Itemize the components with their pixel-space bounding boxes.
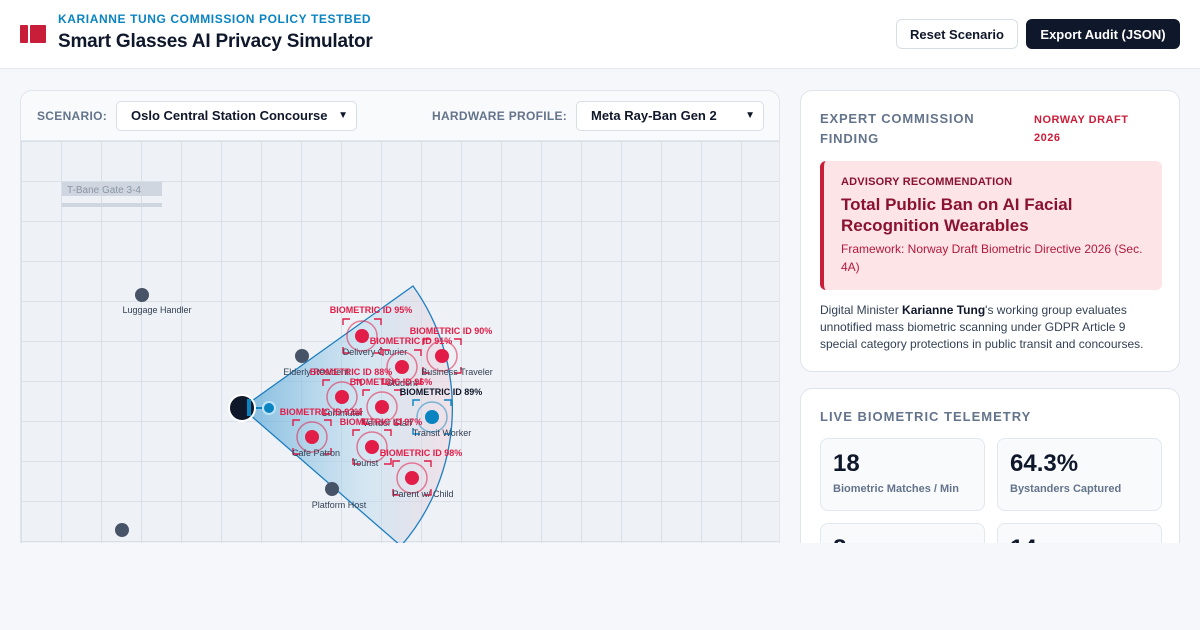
- person-platform-host[interactable]: Platform Host: [312, 482, 367, 510]
- chevron-down-icon: ▼: [338, 110, 348, 121]
- person-luggage-handler[interactable]: Luggage Handler: [122, 288, 192, 315]
- app-title: Smart Glasses AI Privacy Simulator: [58, 31, 373, 52]
- telemetry-title: LIVE BIOMETRIC TELEMETRY: [820, 409, 1032, 424]
- person-business-traveler[interactable]: BIOMETRIC ID 90% Business Traveler: [410, 326, 493, 377]
- person-offscreen[interactable]: [115, 523, 129, 537]
- brand-logo-icon: [20, 25, 46, 43]
- app-subtitle: KARIANNE TUNG COMMISSION POLICY TESTBED: [58, 12, 372, 26]
- person-label: Elderly Resident: [283, 367, 349, 377]
- biometric-tag: BIOMETRIC ID 88%: [310, 367, 393, 377]
- person-tourist[interactable]: BIOMETRIC ID 97% Tourist: [340, 417, 423, 468]
- advisory-framework: Framework: Norway Draft Biometric Direct…: [841, 242, 1143, 274]
- hardware-label: HARDWARE PROFILE:: [432, 109, 568, 123]
- person-label: Cafe Patron: [292, 448, 340, 458]
- hardware-value: Meta Ray-Ban Gen 2: [591, 108, 717, 123]
- stat-bystanders-captured: 64.3% Bystanders Captured: [997, 438, 1162, 511]
- commission-finding-card: EXPERT COMMISSION FINDING NORWAY DRAFT 2…: [800, 90, 1180, 372]
- hardware-select[interactable]: Meta Ray-Ban Gen 2 ▼: [576, 101, 764, 131]
- biometric-tag: BIOMETRIC ID 91%: [370, 336, 453, 346]
- scenario-label: SCENARIO:: [37, 109, 108, 123]
- person-label: Luggage Handler: [122, 305, 191, 315]
- person-label: Transit Worker: [413, 428, 472, 438]
- export-audit-button[interactable]: Export Audit (JSON): [1026, 19, 1180, 49]
- stat-value: 18: [833, 450, 860, 477]
- viewport-cutoff: [0, 543, 1200, 630]
- scenario-value: Oslo Central Station Concourse: [131, 108, 328, 123]
- reset-scenario-button[interactable]: Reset Scenario: [896, 19, 1018, 49]
- person-elderly-resident[interactable]: Elderly Resident: [283, 349, 349, 377]
- person-label: Tourist: [352, 458, 379, 468]
- advisory-box: ADVISORY RECOMMENDATION Total Public Ban…: [820, 161, 1162, 290]
- biometric-tag: BIOMETRIC ID 90%: [410, 326, 493, 336]
- stat-label: Biometric Matches / Min: [833, 483, 959, 495]
- concourse-map[interactable]: T-Bane Gate 3-4 Luggage Handler Elderly …: [21, 141, 779, 559]
- biometric-tag: BIOMETRIC ID 96%: [350, 377, 433, 387]
- stat-label: Bystanders Captured: [1010, 483, 1122, 495]
- top-bar: KARIANNE TUNG COMMISSION POLICY TESTBED …: [0, 0, 1200, 69]
- biometric-tag: BIOMETRIC ID 95%: [330, 305, 413, 315]
- person-label: Delivery Courier: [343, 347, 408, 357]
- zone-marker: T-Bane Gate 3-4: [62, 182, 162, 207]
- person-label: Business Traveler: [421, 367, 493, 377]
- scenario-select[interactable]: Oslo Central Station Concourse ▼: [116, 101, 357, 131]
- person-student[interactable]: BIOMETRIC ID 91% Student: [370, 336, 453, 388]
- person-commuter[interactable]: BIOMETRIC ID 88% Commuter: [310, 367, 393, 418]
- person-cafe-patron[interactable]: BIOMETRIC ID 93% Cafe Patron: [280, 407, 363, 458]
- minister-name: Karianne Tung: [902, 303, 986, 317]
- person-label: Commuter: [321, 408, 363, 418]
- scan-cone: [240, 285, 454, 547]
- person-transit-worker[interactable]: BIOMETRIC ID 89% Transit Worker: [400, 387, 483, 438]
- biometric-tag: BIOMETRIC ID 93%: [280, 407, 363, 417]
- advisory-headline: Total Public Ban on AI Facial Recognitio…: [841, 195, 1073, 235]
- biometric-tag: BIOMETRIC ID 97%: [340, 417, 423, 427]
- zone-label: T-Bane Gate 3-4: [67, 185, 141, 196]
- advisory-kicker: ADVISORY RECOMMENDATION: [841, 176, 1013, 188]
- person-parent-with-child[interactable]: BIOMETRIC ID 98% Parent w/ Child: [380, 448, 463, 499]
- biometric-tag: BIOMETRIC ID 89%: [400, 387, 483, 397]
- person-vendor-staff[interactable]: BIOMETRIC ID 96% Vendor Staff: [350, 377, 433, 428]
- chevron-down-icon: ▼: [745, 110, 755, 121]
- stat-biometric-matches: 18 Biometric Matches / Min: [820, 438, 985, 511]
- simulation-controls: SCENARIO: Oslo Central Station Concourse…: [21, 91, 779, 141]
- concourse-map-svg: T-Bane Gate 3-4 Luggage Handler Elderly …: [62, 182, 493, 547]
- finding-title: EXPERT COMMISSION FINDING: [820, 111, 975, 146]
- people-markers: Luggage Handler Elderly Resident Platfor…: [115, 288, 493, 537]
- wearer-marker[interactable]: [228, 394, 276, 422]
- biometric-tag: BIOMETRIC ID 98%: [380, 448, 463, 458]
- person-label: Platform Host: [312, 500, 367, 510]
- finding-tag: NORWAY DRAFT 2026: [1034, 114, 1129, 144]
- stat-value: 64.3%: [1010, 450, 1079, 477]
- person-label: Vendor Staff: [362, 418, 412, 428]
- person-delivery-courier[interactable]: BIOMETRIC ID 95% Delivery Courier: [330, 305, 413, 357]
- person-label: Student: [386, 378, 418, 388]
- finding-body: Digital Minister Karianne Tung's working…: [820, 303, 1144, 351]
- simulation-panel: SCENARIO: Oslo Central Station Concourse…: [20, 90, 780, 560]
- person-label: Parent w/ Child: [392, 489, 453, 499]
